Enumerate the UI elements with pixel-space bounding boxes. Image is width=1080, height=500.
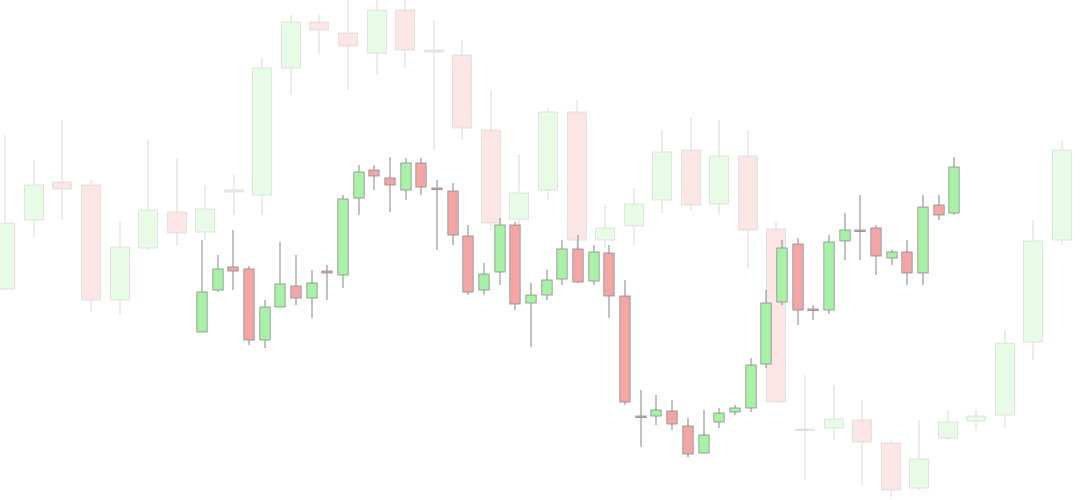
candle-body <box>917 206 929 274</box>
candle-body <box>494 224 506 273</box>
candle-body <box>572 248 584 283</box>
candle-body <box>652 151 672 201</box>
candle-body <box>462 235 474 293</box>
candle-body <box>224 189 244 193</box>
candle-body <box>281 21 301 69</box>
candle-body <box>729 407 741 413</box>
candle-body <box>212 268 224 291</box>
candle-body <box>481 129 501 224</box>
candle-body <box>852 419 872 443</box>
candle-body <box>110 246 130 301</box>
candle-body <box>196 291 208 333</box>
candle-body <box>138 209 158 249</box>
candle-body <box>603 252 615 297</box>
candle-body <box>167 211 187 234</box>
candle-body <box>81 184 101 301</box>
candle-body <box>243 268 255 341</box>
candle-body <box>306 282 318 299</box>
candle-body <box>938 421 958 439</box>
candle-body <box>195 208 215 233</box>
candle-body <box>431 187 443 190</box>
candle-body <box>624 203 644 227</box>
candle-body <box>901 251 913 274</box>
candle-body <box>259 306 271 341</box>
candle-body <box>792 243 804 311</box>
candle-body <box>698 434 710 454</box>
candle-body <box>395 9 415 51</box>
candle-body <box>338 32 358 47</box>
candle-body <box>595 227 615 241</box>
candle-body <box>713 412 725 423</box>
candle-body <box>966 415 986 422</box>
candle-body <box>452 54 472 129</box>
candle-body <box>948 166 960 214</box>
candle-body <box>807 308 819 311</box>
candle-body <box>995 342 1015 416</box>
candle-body <box>478 273 490 291</box>
candle-body <box>353 171 365 199</box>
candle-body <box>854 229 866 232</box>
candle-body <box>274 283 286 308</box>
candle-body <box>776 247 788 303</box>
candle-body <box>52 181 72 190</box>
candle-body <box>321 270 333 274</box>
candle-body <box>881 442 901 491</box>
candle-body <box>227 266 239 272</box>
candle-body <box>760 302 772 365</box>
candle-body <box>309 21 329 31</box>
candle-series <box>196 157 960 457</box>
candle-body <box>367 9 387 54</box>
candle-body <box>1052 149 1072 241</box>
candle-body <box>509 192 529 220</box>
candle-body <box>509 224 521 305</box>
candle-body <box>666 410 678 425</box>
candle-body <box>525 294 537 304</box>
candle-body <box>424 49 444 53</box>
candle-body <box>839 229 851 242</box>
candle-body <box>933 204 945 216</box>
candle-body <box>0 222 15 290</box>
candle-body <box>337 198 349 276</box>
candle-body <box>823 241 835 311</box>
candle-body <box>709 155 729 205</box>
candle-body <box>24 184 44 221</box>
candle-body <box>870 227 882 257</box>
candle-body <box>886 251 898 259</box>
candle-body <box>795 428 815 431</box>
candle-body <box>384 177 396 186</box>
candle-body <box>745 364 757 409</box>
candle-body <box>588 251 600 282</box>
candle-body <box>635 415 647 418</box>
candle-body <box>400 162 412 191</box>
candle-body <box>738 155 758 231</box>
candle-body <box>681 149 701 206</box>
candle-body <box>619 295 631 403</box>
candle-body <box>682 425 694 455</box>
candle-body <box>556 248 568 280</box>
candle-body <box>447 190 459 236</box>
candle-body <box>538 111 558 191</box>
candle-body <box>368 169 380 177</box>
candle-body <box>1023 240 1043 343</box>
candle-body <box>567 111 587 241</box>
candle-body <box>415 162 427 188</box>
candle-body <box>252 67 272 196</box>
candle-body <box>824 418 844 429</box>
candle-body <box>290 285 302 299</box>
candle-body <box>909 458 929 489</box>
candle-body <box>541 279 553 296</box>
candle-body <box>650 409 662 417</box>
